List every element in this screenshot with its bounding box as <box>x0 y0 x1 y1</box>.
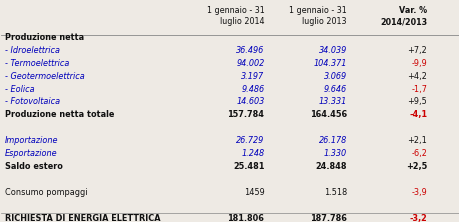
Text: 94.002: 94.002 <box>235 59 264 68</box>
Text: Saldo estero: Saldo estero <box>5 162 63 171</box>
Text: 1459: 1459 <box>243 188 264 197</box>
Text: - Fotovoltaica: - Fotovoltaica <box>5 97 60 106</box>
Text: 104.371: 104.371 <box>313 59 346 68</box>
Text: 26.729: 26.729 <box>235 136 264 145</box>
Text: -4,1: -4,1 <box>409 110 426 119</box>
Text: 187.786: 187.786 <box>309 214 346 222</box>
Text: 25.481: 25.481 <box>233 162 264 171</box>
Text: - Eolica: - Eolica <box>5 85 35 93</box>
Text: 1.248: 1.248 <box>241 149 264 158</box>
Text: 1 gennaio - 31
luglio 2014: 1 gennaio - 31 luglio 2014 <box>206 6 264 26</box>
Text: 36.496: 36.496 <box>235 46 264 55</box>
Text: 9.646: 9.646 <box>323 85 346 93</box>
Text: - Termoelettrica: - Termoelettrica <box>5 59 69 68</box>
Text: +9,5: +9,5 <box>407 97 426 106</box>
Text: RICHIESTA DI ENERGIA ELETTRICA: RICHIESTA DI ENERGIA ELETTRICA <box>5 214 161 222</box>
Text: +2,1: +2,1 <box>406 136 426 145</box>
Text: -6,2: -6,2 <box>410 149 426 158</box>
Text: 1.330: 1.330 <box>323 149 346 158</box>
Text: 3.197: 3.197 <box>241 71 264 81</box>
Text: 14.603: 14.603 <box>235 97 264 106</box>
Text: Produzione netta: Produzione netta <box>5 33 84 42</box>
Text: 157.784: 157.784 <box>227 110 264 119</box>
Text: 1.518: 1.518 <box>323 188 346 197</box>
Text: 181.806: 181.806 <box>227 214 264 222</box>
Text: Esportazione: Esportazione <box>5 149 58 158</box>
Text: 1 gennaio - 31
luglio 2013: 1 gennaio - 31 luglio 2013 <box>289 6 346 26</box>
Text: - Geotermoelettrica: - Geotermoelettrica <box>5 71 85 81</box>
Text: 9.486: 9.486 <box>241 85 264 93</box>
Text: 26.178: 26.178 <box>318 136 346 145</box>
Text: Consumo pompaggi: Consumo pompaggi <box>5 188 88 197</box>
Text: - Idroelettrica: - Idroelettrica <box>5 46 60 55</box>
Text: -3,9: -3,9 <box>410 188 426 197</box>
Text: 13.331: 13.331 <box>318 97 346 106</box>
Text: Produzione netta totale: Produzione netta totale <box>5 110 114 119</box>
Text: 34.039: 34.039 <box>318 46 346 55</box>
Text: 24.848: 24.848 <box>315 162 346 171</box>
Text: +7,2: +7,2 <box>407 46 426 55</box>
Text: +2,5: +2,5 <box>405 162 426 171</box>
Text: +4,2: +4,2 <box>406 71 426 81</box>
Text: -3,2: -3,2 <box>409 214 426 222</box>
Text: Var. %
2014/2013: Var. % 2014/2013 <box>379 6 426 26</box>
Text: 3.069: 3.069 <box>323 71 346 81</box>
Text: -1,7: -1,7 <box>410 85 426 93</box>
Text: 164.456: 164.456 <box>309 110 346 119</box>
Text: Importazione: Importazione <box>5 136 59 145</box>
Text: -9,9: -9,9 <box>410 59 426 68</box>
